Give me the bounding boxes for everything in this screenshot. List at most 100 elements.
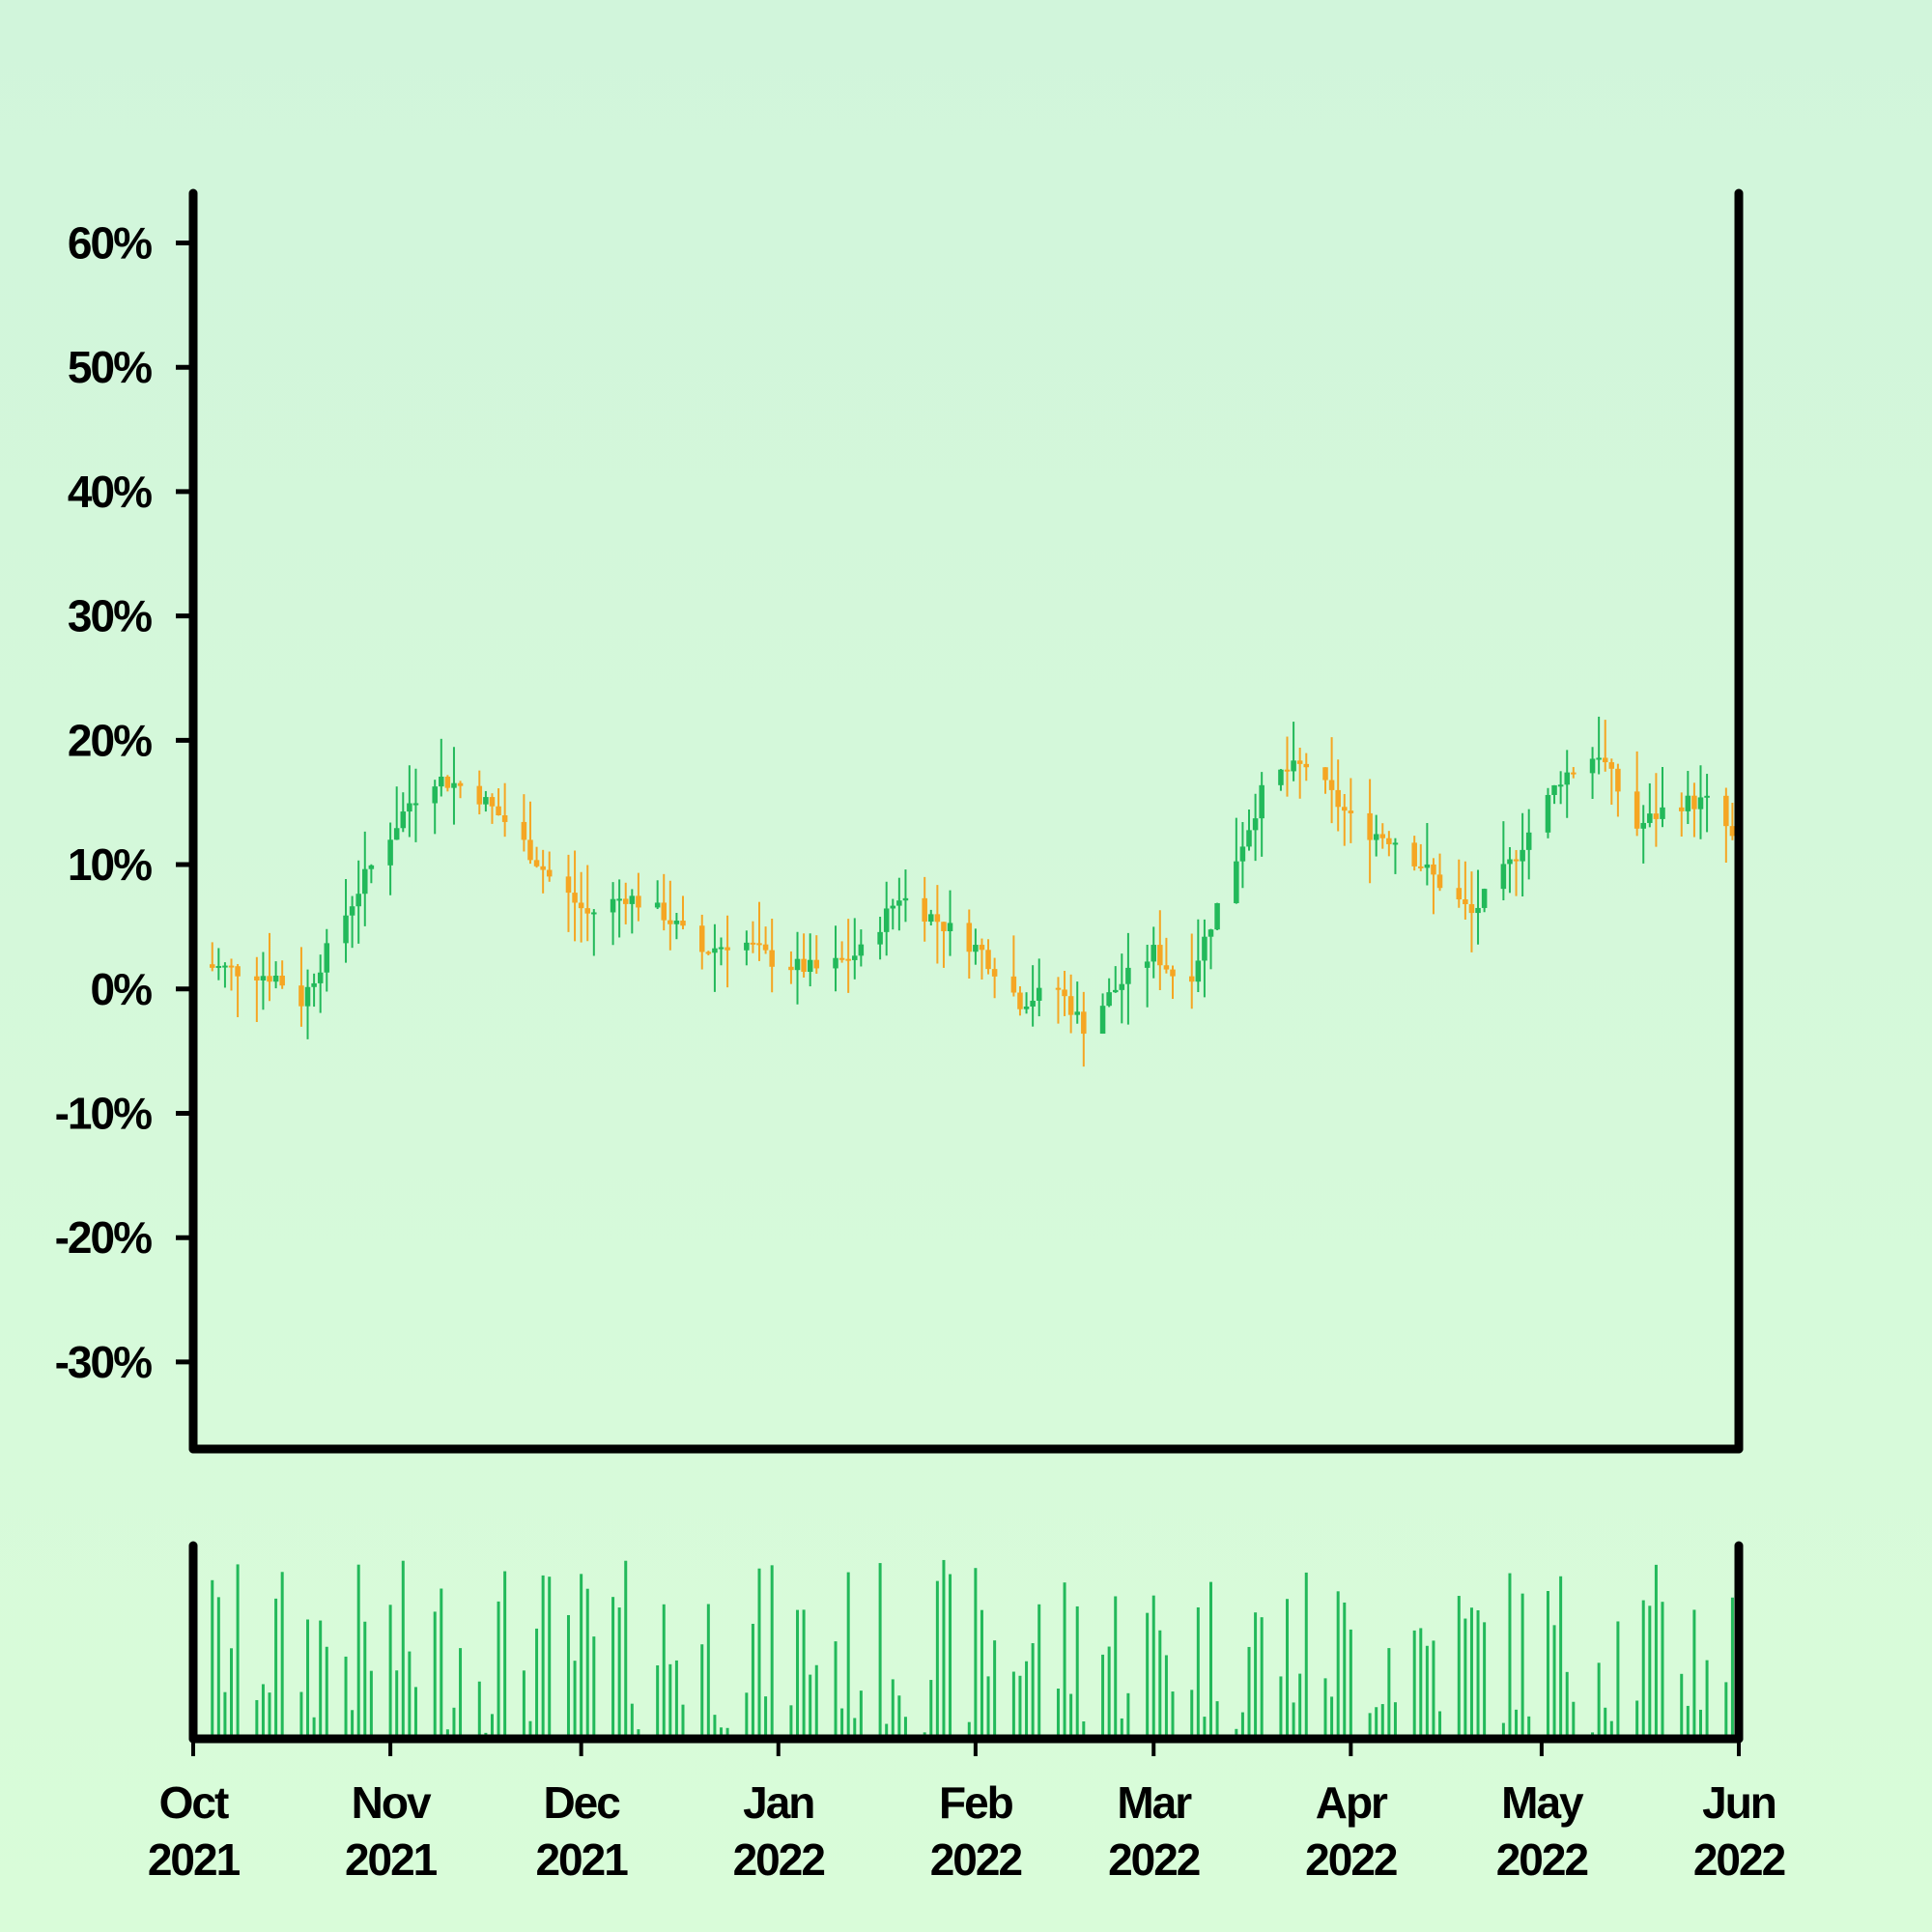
candle-body — [1525, 832, 1532, 850]
volume-bar — [617, 1607, 621, 1739]
candle-body — [235, 966, 241, 977]
candle-body — [902, 897, 909, 901]
candle-body — [1571, 772, 1577, 775]
candle-body — [1202, 936, 1208, 961]
volume-bar — [1698, 1709, 1702, 1739]
volume-bar — [1508, 1573, 1512, 1739]
candle-body — [267, 976, 272, 982]
candle-body — [432, 786, 438, 804]
x-tick-month: Feb — [939, 1777, 1013, 1828]
volume-bar — [325, 1646, 328, 1739]
volume-bar — [846, 1572, 850, 1739]
volume-bar — [993, 1640, 997, 1739]
volume-bar — [580, 1574, 583, 1739]
candle-body — [483, 797, 489, 805]
x-tick-month: Apr — [1316, 1777, 1388, 1828]
candle-body — [1602, 757, 1608, 763]
candle-body — [1436, 874, 1443, 889]
candle-body — [1723, 795, 1729, 827]
volume-bar — [1247, 1646, 1251, 1739]
volume-bar — [1126, 1692, 1130, 1739]
volume-bar — [528, 1720, 532, 1739]
volume-bar — [440, 1588, 443, 1739]
candle-body — [1513, 859, 1520, 862]
volume-bar — [541, 1575, 545, 1739]
candle-body — [1564, 772, 1570, 785]
volume-bar — [1616, 1621, 1620, 1739]
candle-body — [1647, 813, 1653, 823]
volume-bar — [413, 1687, 417, 1739]
volume-bar — [611, 1597, 615, 1739]
candle-body — [1342, 807, 1348, 811]
candle-body — [807, 959, 813, 973]
volume-bar — [1604, 1707, 1607, 1739]
candle-body — [934, 914, 941, 923]
volume-bar — [1572, 1701, 1576, 1739]
x-tick-year: 2022 — [930, 1834, 1022, 1885]
candle-body — [845, 958, 851, 961]
volume-bar — [630, 1703, 634, 1739]
volume-bar — [1597, 1662, 1601, 1739]
volume-bar — [1368, 1713, 1372, 1739]
candle-body — [254, 976, 260, 980]
candle-body — [1608, 762, 1615, 769]
candle-body — [343, 915, 349, 944]
volume-bar — [980, 1609, 983, 1739]
volume-bar — [802, 1609, 806, 1739]
candle-body — [744, 942, 750, 951]
candle-body — [813, 959, 820, 969]
candle-body — [852, 955, 858, 960]
volume-bar — [1025, 1661, 1029, 1739]
x-tick-year: 2022 — [1108, 1834, 1200, 1885]
candle-body — [1481, 889, 1488, 908]
candle-body — [260, 976, 267, 980]
y-tick-label: -30% — [55, 1337, 152, 1387]
candle-body — [1246, 830, 1252, 847]
x-tick-month: Oct — [159, 1777, 229, 1828]
volume-bar — [1260, 1617, 1264, 1739]
volume-bar — [236, 1564, 240, 1739]
volume-bar — [1082, 1720, 1086, 1739]
candle-body — [1303, 763, 1310, 768]
x-tick-year: 2022 — [1305, 1834, 1397, 1885]
candle-body — [1017, 992, 1023, 1009]
volume-bar — [764, 1696, 768, 1739]
candle-body — [451, 782, 457, 788]
candle-body — [355, 894, 361, 907]
x-tick-year: 2021 — [345, 1834, 438, 1885]
candle-body — [724, 947, 730, 951]
volume-bar — [1419, 1628, 1423, 1739]
volume-bar — [1063, 1582, 1066, 1739]
volume-bar — [859, 1690, 863, 1739]
volume-bar — [395, 1670, 399, 1739]
volume-bar — [535, 1628, 539, 1739]
candle-body — [1589, 758, 1596, 774]
candle-body — [712, 948, 718, 953]
volume-bar — [745, 1692, 749, 1739]
volume-bar — [408, 1651, 412, 1739]
x-tick-month: Mar — [1117, 1777, 1192, 1828]
volume-bar — [700, 1644, 704, 1739]
candle-body — [750, 942, 756, 945]
volume-bar — [1412, 1630, 1416, 1739]
volume-bar — [1101, 1654, 1105, 1739]
volume-bar — [1501, 1722, 1505, 1739]
candle-body — [1456, 888, 1463, 900]
volume-bar — [796, 1609, 800, 1739]
candle-body — [610, 898, 616, 913]
candle-body — [1596, 757, 1602, 760]
candle-body — [228, 965, 235, 968]
volume-bar — [306, 1619, 310, 1739]
candle-body — [298, 985, 304, 1007]
volume-bar — [624, 1560, 628, 1739]
volume-bar — [216, 1597, 220, 1739]
candle-body — [1379, 834, 1386, 838]
volume-bar — [255, 1699, 259, 1739]
candle-body — [1106, 992, 1112, 1007]
candle-body — [527, 839, 533, 861]
candle-body — [1170, 969, 1176, 977]
x-tick-year: 2021 — [535, 1834, 628, 1885]
candle-body — [591, 912, 597, 915]
volume-bar — [1724, 1682, 1728, 1739]
volume-bar — [656, 1664, 660, 1739]
